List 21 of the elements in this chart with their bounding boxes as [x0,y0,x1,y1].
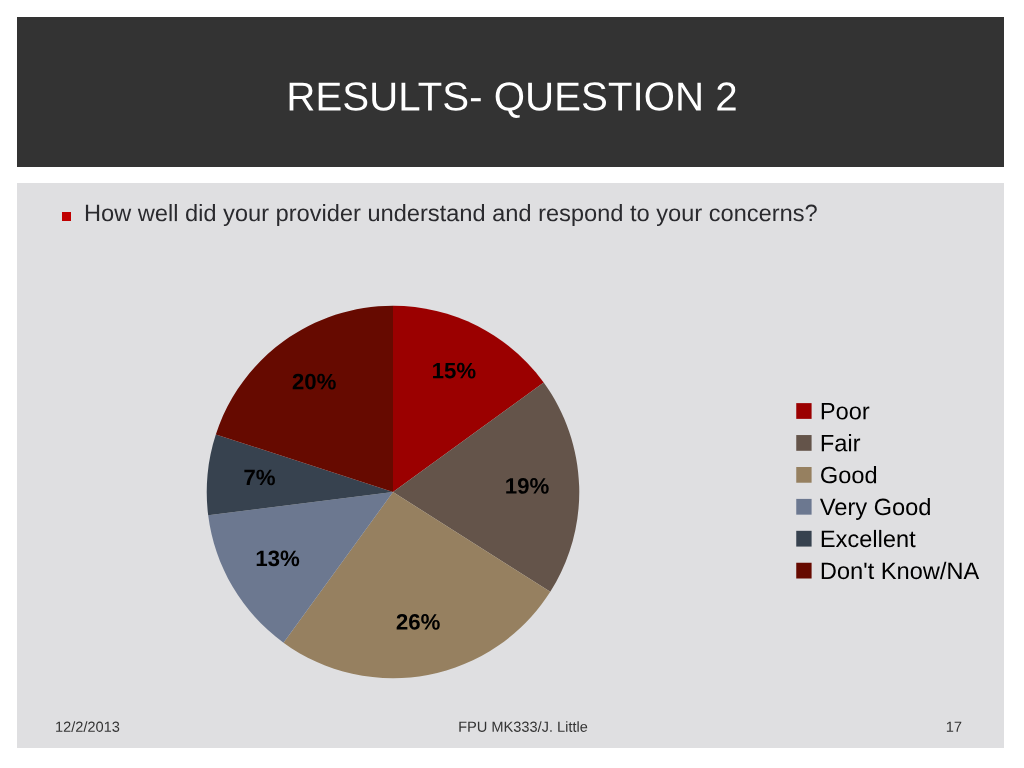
legend-label: Excellent [821,529,916,548]
pie-slice [215,305,393,492]
data-label: 7% [244,469,275,486]
text: 12/2/2013 [56,721,120,732]
legend-label: Fair [821,434,861,452]
legend-label: Very Good [819,497,930,520]
data-label: 26% [396,613,440,630]
chart-subtitle: How well did your provider understand and respond to your concerns? [85,204,817,227]
pie-slice [206,434,393,516]
data-label: 15% [433,362,476,379]
data-label: 20% [292,373,336,390]
legend-label: Good [821,466,877,484]
data-label: 19% [506,478,549,494]
data-label: 13% [256,550,300,567]
text: FPU MK333/J. Little [459,721,588,732]
text: 17 [946,721,962,732]
chart-title: RESULTS- QUESTION 2 [289,82,736,119]
pie-slice [208,492,393,643]
legend-label: Poor [821,403,870,420]
pie-slice [393,382,580,592]
legend-label: Don't Know/NA [821,561,980,580]
